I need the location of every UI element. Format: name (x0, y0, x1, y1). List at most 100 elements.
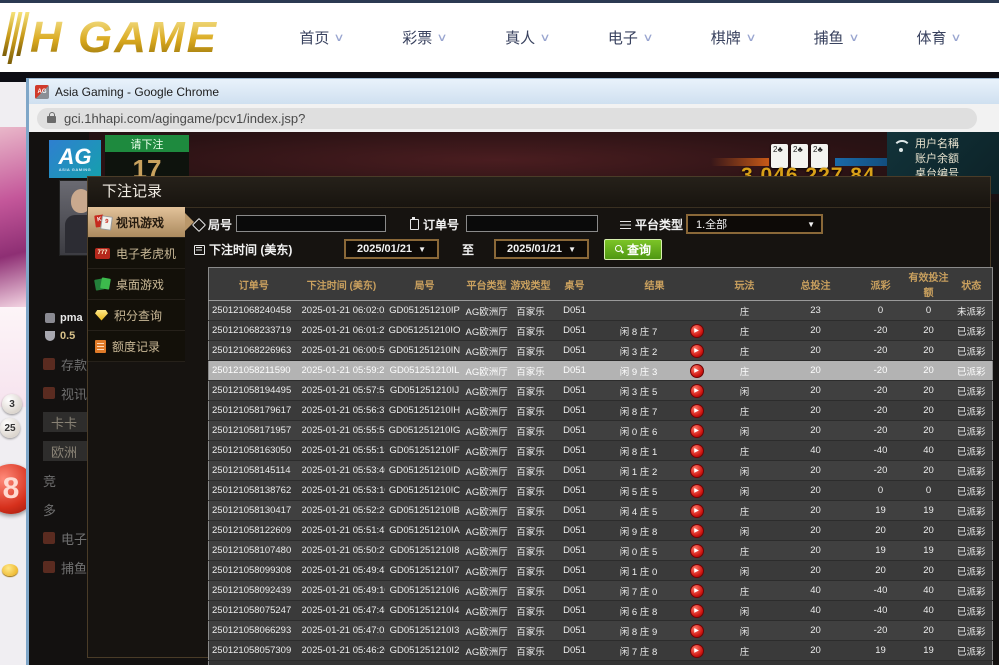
bg-menu-icon (43, 561, 55, 573)
cell-result: 闲 8 庄 9 (596, 620, 681, 641)
menu-item-积分查询[interactable]: 积分查询 (88, 300, 185, 331)
site-logo[interactable]: H GAME (2, 11, 218, 64)
table-row[interactable]: 250121068226963 2025-01-21 06:00:50 GD0512… (208, 340, 993, 361)
play-video-icon[interactable]: ▶ (689, 603, 704, 618)
cell-payout: 19 (854, 540, 907, 561)
table-row[interactable]: 250121058122609 2025-01-21 05:51:47 GD0512… (208, 520, 993, 541)
cell-table: D051 (552, 300, 597, 321)
cell-round: GD051251210IB (384, 500, 465, 521)
play-video-icon[interactable]: ▶ (689, 423, 704, 438)
play-video-icon[interactable]: ▶ (689, 543, 704, 558)
play-video-icon[interactable]: ▶ (689, 383, 704, 398)
play-video-icon[interactable]: ▶ (689, 643, 704, 658)
play-video-icon[interactable]: ▶ (689, 463, 704, 478)
platform-type-select[interactable]: 1.全部 ▼ (686, 214, 823, 234)
cell-round: GD051251210I6 (384, 580, 465, 601)
cell-round: GD051251210I8 (384, 540, 465, 561)
cell-bet-on: 闲 (712, 460, 777, 481)
search-button[interactable]: 查询 (604, 239, 662, 260)
play-video-icon[interactable]: ▶ (689, 623, 704, 638)
table-row[interactable]: 250121068233719 2025-01-21 06:01:27 GD0512… (208, 320, 993, 341)
nav-item-电子[interactable]: 电子 ∨ (608, 27, 654, 48)
nav-item-首页[interactable]: 首页 ∨ (299, 27, 345, 48)
nav-item-彩票[interactable]: 彩票 ∨ (402, 27, 448, 48)
cell-payout: -20 (854, 340, 907, 361)
play-video-icon[interactable]: ▶ (689, 403, 704, 418)
nav-item-体育[interactable]: 体育 ∨ (916, 27, 962, 48)
cell-platform: AG欧洲厅 (464, 440, 509, 461)
cell-valid-bet: 20 (906, 320, 951, 341)
nav-item-真人[interactable]: 真人 ∨ (505, 27, 551, 48)
table-row[interactable]: 250121058211590 2025-01-21 05:59:27 GD0512… (208, 360, 993, 381)
cell-time: 2025-01-21 05:55:13 (298, 440, 385, 461)
table-row[interactable]: 250121058057309 2025-01-21 05:46:20 GD0512… (208, 640, 993, 661)
cell-order: 250121068240458 (208, 300, 299, 321)
order-number-input[interactable] (466, 215, 598, 232)
browser-title-bar[interactable]: AG Asia Gaming - Google Chrome (29, 78, 999, 104)
table-row[interactable]: 250121058138762 2025-01-21 05:53:10 GD0512… (208, 480, 993, 501)
menu-item-桌面游戏[interactable]: 桌面游戏 (88, 269, 185, 300)
cell-valid-bet: 20 (906, 420, 951, 441)
play-video-icon[interactable]: ▶ (689, 523, 704, 538)
background-site-strip: 3 25 8 (0, 82, 26, 665)
table-row[interactable]: 250121058194495 2025-01-21 05:57:55 GD0512… (208, 380, 993, 401)
round-number-input[interactable] (236, 215, 386, 232)
cell-status: 已派彩 (950, 420, 993, 441)
menu-item-视讯游戏[interactable]: K 9 视讯游戏 (88, 207, 194, 238)
cell-payout: 0 (854, 480, 907, 501)
cell-round: GD051251210IH (384, 400, 465, 421)
table-row[interactable]: 250121058075247 2025-01-21 05:47:46 GD0512… (208, 600, 993, 621)
bg-menu-icon (43, 532, 55, 544)
cell-total-bet: 20 (776, 640, 855, 661)
menu-item-电子老虎机[interactable]: 777 电子老虎机 (88, 238, 185, 269)
table-row[interactable]: 250121058130417 2025-01-21 05:52:26 GD0512… (208, 500, 993, 521)
cell-result: 闲 7 庄 8 (596, 640, 681, 661)
site-favicon-icon: AG (35, 84, 49, 99)
table-row[interactable]: 250121058171957 2025-01-21 05:55:58 GD0512… (208, 420, 993, 441)
cell-result: 闲 8 庄 7 (596, 400, 681, 421)
play-video-icon[interactable]: ▶ (689, 443, 704, 458)
table-row[interactable]: 250121058099308 2025-01-21 05:49:47 GD0512… (208, 560, 993, 581)
play-video-icon[interactable]: ▶ (689, 343, 704, 358)
cell-total-bet: 20 (776, 460, 855, 481)
cell-video: ▶ (680, 500, 713, 521)
cell-order: 250121058107480 (208, 540, 299, 561)
play-video-icon[interactable]: ▶ (689, 483, 704, 498)
nav-item-棋牌[interactable]: 棋牌 ∨ (711, 27, 757, 48)
table-row[interactable]: 250121058163050 2025-01-21 05:55:13 GD0512… (208, 440, 993, 461)
column-header: 有效投注额 (906, 267, 951, 301)
dropdown-arrow-icon: ▼ (568, 244, 576, 254)
play-video-icon[interactable]: ▶ (689, 503, 704, 518)
table-row[interactable]: 250121068240458 2025-01-21 06:02:02 GD0512… (208, 300, 993, 321)
table-row[interactable]: 250121058066293 2025-01-21 05:47:02 GD0512… (208, 620, 993, 641)
cell-platform: AG欧洲厅 (464, 520, 509, 541)
cell-game: 百家乐 (508, 480, 553, 501)
cell-order: 250121058057309 (208, 640, 299, 661)
play-video-icon[interactable]: ▶ (689, 323, 704, 338)
cell-status: 已派彩 (950, 560, 993, 581)
column-header: 派彩 (854, 267, 907, 301)
cell-table: D051 (552, 480, 597, 501)
play-video-icon[interactable]: ▶ (689, 583, 704, 598)
cell-video: ▶ (680, 620, 713, 641)
table-games-icon (94, 276, 111, 291)
url-input[interactable]: gci.1hhapi.com/agingame/pcv1/index.jsp? (37, 107, 977, 129)
account-info-label: 用户名稱 (915, 138, 959, 150)
cell-video: ▶ (680, 600, 713, 621)
play-video-icon[interactable]: ▶ (689, 363, 704, 378)
nav-item-捕鱼[interactable]: 捕鱼 ∨ (814, 27, 860, 48)
bg-menu-item: 存款 (43, 354, 121, 374)
date-to-select[interactable]: 2025/01/21 ▼ (494, 239, 589, 259)
cell-payout: 19 (854, 640, 907, 661)
cell-table: D051 (552, 420, 597, 441)
wifi-icon (893, 140, 909, 152)
cell-table: D051 (552, 380, 597, 401)
table-row[interactable]: 250121058092439 2025-01-21 05:49:10 GD0512… (208, 580, 993, 601)
table-row[interactable]: 250121058145114 2025-01-21 05:53:40 GD0512… (208, 460, 993, 481)
table-row[interactable]: 250121058107480 2025-01-21 05:50:27 GD0512… (208, 540, 993, 561)
table-row[interactable]: 250121058179617 2025-01-21 05:56:37 GD0512… (208, 400, 993, 421)
menu-item-额度记录[interactable]: 额度记录 (88, 331, 185, 362)
play-video-icon[interactable]: ▶ (689, 563, 704, 578)
date-from-select[interactable]: 2025/01/21 ▼ (344, 239, 439, 259)
